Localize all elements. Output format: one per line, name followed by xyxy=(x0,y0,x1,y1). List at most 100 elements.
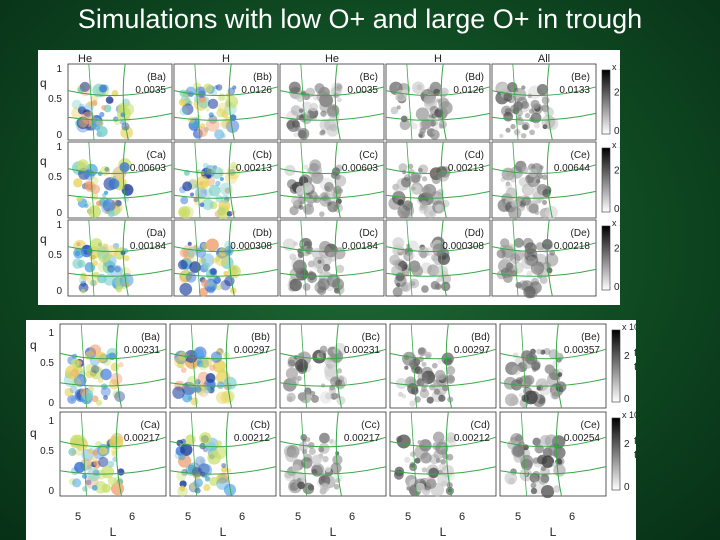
grid-line xyxy=(520,411,527,497)
intensity-blob xyxy=(536,84,549,96)
intensity-blob xyxy=(501,271,508,277)
intensity-blob xyxy=(75,448,84,457)
intensity-blob xyxy=(92,450,98,456)
intensity-blob xyxy=(509,396,519,406)
intensity-blob xyxy=(209,476,219,486)
intensity-blob xyxy=(425,351,432,359)
panel-value: 0.00217 xyxy=(344,433,381,444)
intensity-blob xyxy=(199,432,212,445)
column-header-h: H xyxy=(434,53,442,65)
intensity-blob xyxy=(212,359,226,373)
grid-line xyxy=(499,348,607,360)
intensity-blob xyxy=(420,262,433,274)
intensity-blob xyxy=(210,268,217,275)
panel-label: (Bb) xyxy=(251,332,270,343)
panel-value: 0.000308 xyxy=(230,241,272,252)
intensity-blob xyxy=(232,85,237,90)
intensity-blob xyxy=(289,253,297,261)
intensity-blob xyxy=(421,176,428,182)
grid-line xyxy=(440,219,447,297)
intensity-blob xyxy=(112,242,120,250)
intensity-blob xyxy=(529,129,535,136)
grid-line xyxy=(169,466,277,475)
intensity-blob xyxy=(195,247,207,258)
grid-line xyxy=(300,141,307,219)
intensity-blob xyxy=(74,461,86,473)
colorbar-tick: 0 xyxy=(614,126,620,137)
colorbar-tick: 0 xyxy=(624,394,630,405)
grid-line xyxy=(279,348,387,360)
grid-line xyxy=(499,466,607,475)
intensity-blob xyxy=(334,392,340,399)
intensity-blob xyxy=(224,171,238,185)
intensity-blob xyxy=(553,464,566,477)
grid-line xyxy=(389,348,497,360)
colorbar-tick: 2 xyxy=(624,351,630,362)
intensity-blob xyxy=(419,127,426,134)
intensity-blob xyxy=(216,477,229,490)
panel-label: (Ca) xyxy=(147,150,166,161)
intensity-blob xyxy=(177,259,188,270)
intensity-blob xyxy=(209,267,218,276)
intensity-blob xyxy=(82,486,88,492)
intensity-blob xyxy=(90,176,99,185)
grid-line xyxy=(228,219,235,297)
intensity-blob xyxy=(311,394,319,403)
panel-value: 0.0035 xyxy=(347,85,378,96)
panel-label: (Bd) xyxy=(465,72,484,83)
grid-line xyxy=(335,411,342,497)
intensity-blob xyxy=(79,81,90,92)
intensity-blob xyxy=(215,473,226,484)
intensity-blob xyxy=(206,285,215,294)
intensity-blob xyxy=(527,256,537,266)
intensity-blob xyxy=(71,99,82,110)
intensity-blob xyxy=(503,376,517,390)
intensity-blob xyxy=(180,438,187,445)
y-tick: 0.5 xyxy=(40,358,54,369)
grid-line xyxy=(546,141,553,219)
intensity-blob xyxy=(290,377,300,387)
column-header-all: All xyxy=(538,53,550,65)
intensity-blob xyxy=(203,385,211,394)
colorbar-unit: x 10 xyxy=(612,218,620,228)
intensity-blob xyxy=(293,132,299,138)
intensity-blob xyxy=(333,483,340,490)
intensity-blob xyxy=(207,281,214,288)
panel-value: 0.00184 xyxy=(342,241,379,252)
intensity-blob xyxy=(182,181,193,192)
intensity-blob xyxy=(435,441,449,455)
panel-ca xyxy=(59,411,167,497)
intensity-blob xyxy=(505,181,511,187)
panel-label: (Bd) xyxy=(471,332,490,343)
intensity-blob xyxy=(186,375,199,388)
x-tick: 6 xyxy=(569,511,575,523)
intensity-blob xyxy=(230,161,237,169)
intensity-blob xyxy=(205,373,216,383)
intensity-blob xyxy=(392,286,403,297)
panel-ce xyxy=(499,411,607,499)
x-tick: 6 xyxy=(129,511,135,523)
panel-value: 0.00218 xyxy=(554,241,591,252)
intensity-blob xyxy=(322,455,329,463)
grid-line xyxy=(440,63,447,141)
intensity-blob xyxy=(524,112,531,119)
intensity-blob xyxy=(285,449,298,463)
intensity-blob xyxy=(419,250,428,259)
intensity-blob xyxy=(93,124,100,131)
intensity-blob xyxy=(404,456,411,463)
intensity-blob xyxy=(303,203,315,215)
intensity-blob xyxy=(198,257,207,265)
intensity-blob xyxy=(320,110,327,117)
intensity-blob xyxy=(330,462,342,474)
intensity-blob xyxy=(207,98,219,109)
intensity-blob xyxy=(199,202,205,208)
intensity-blob xyxy=(408,359,418,368)
grid-line xyxy=(300,323,307,409)
intensity-blob xyxy=(499,133,504,139)
grid-line xyxy=(67,242,173,252)
intensity-blob xyxy=(399,119,411,131)
intensity-blob xyxy=(97,378,104,384)
intensity-blob xyxy=(530,112,542,124)
intensity-blob xyxy=(388,197,402,210)
grid-line xyxy=(228,63,235,141)
